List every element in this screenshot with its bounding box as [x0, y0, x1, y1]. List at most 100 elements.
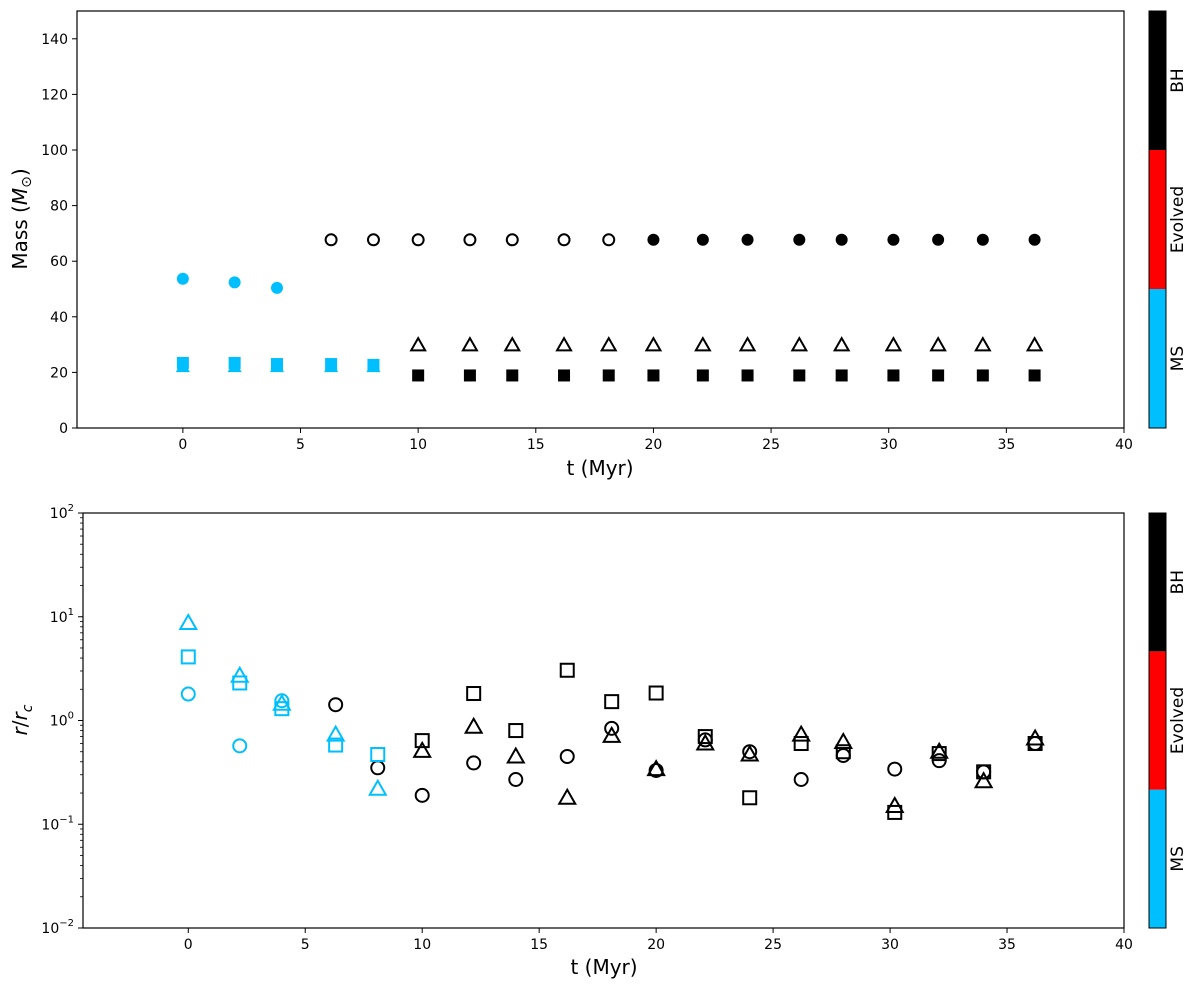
mass-y-tick-label: 0 [59, 421, 68, 437]
mass-y-tick-label: 120 [41, 87, 68, 103]
mass-square-point [228, 356, 241, 369]
radius-x-tick-label: 20 [647, 937, 665, 953]
mass-square-point [887, 369, 900, 382]
radius-square-point [931, 746, 947, 762]
radius-triangle-point [739, 744, 760, 762]
mass-square-point [176, 356, 189, 369]
radius-triangle-point [557, 787, 577, 805]
radius-circle-point [508, 771, 524, 787]
radius-square-point [1027, 736, 1043, 752]
radius-circle-point [232, 738, 248, 754]
mass-panel: 0 5 10 15 20 25 30 35 40 0 20 40 60 80 100 120 140 t (M… [8, 10, 1188, 480]
radius-square-point [328, 737, 344, 753]
mass-circle-point [366, 233, 380, 247]
radius-y-tick-label: 100 [50, 711, 74, 730]
radius-plot-frame [82, 512, 1125, 929]
radius-square-point [559, 662, 575, 678]
radius-y-tick-label: 101 [50, 607, 74, 626]
radius-circle-point [648, 762, 664, 778]
radius-triangle-point [463, 716, 484, 734]
radius-x-tick-label: 35 [998, 937, 1016, 953]
radius-triangle-point [178, 613, 198, 631]
mass-square-point [793, 369, 806, 382]
mass-y-tick-label: 20 [50, 365, 68, 381]
mass-x-tick-label: 40 [1115, 437, 1133, 453]
radius-square-point [793, 736, 809, 752]
mass-y-tick-label: 40 [50, 310, 68, 326]
radius-square-point [180, 649, 196, 665]
radius-x-tick-label: 0 [184, 937, 193, 953]
colorbar-label-bh: BH [1168, 570, 1188, 594]
mass-x-tick-label: 25 [762, 437, 780, 453]
mass-square-point [696, 369, 709, 382]
radius-x-tick-label: 5 [301, 937, 310, 953]
colorbar-frame [1148, 512, 1167, 929]
radius-y-tick-label: 102 [50, 503, 74, 522]
radius-triangle-point [973, 771, 994, 789]
radius-circle-point [370, 760, 386, 776]
radius-y-tick-label: 10−2 [41, 918, 74, 937]
radius-x-tick-label: 10 [413, 937, 431, 953]
mass-x-tick-label: 5 [296, 437, 305, 453]
radius-circle-point [887, 761, 903, 777]
mass-square-point [835, 369, 848, 382]
radius-square-point [466, 686, 482, 702]
radius-circle-point [328, 697, 344, 713]
mass-circle-point [557, 233, 571, 247]
radius-triangle-point [833, 732, 854, 750]
radius-triangle-point [368, 778, 388, 796]
mass-circle-point [602, 233, 616, 247]
mass-circle-point [741, 233, 754, 246]
colorbar-label-bh: BH [1168, 68, 1188, 92]
radius-triangle-point [325, 724, 346, 742]
radius-triangle-point [646, 759, 666, 777]
radius-circle-point [559, 748, 575, 764]
mass-square-point [463, 369, 476, 382]
radius-triangle-point [230, 665, 250, 683]
radius-circle-point [466, 755, 482, 771]
mass-x-tick-label: 20 [645, 437, 663, 453]
mass-triangle-point [1025, 336, 1044, 352]
mass-y-tick-label: 100 [41, 143, 68, 159]
mass-circle-point [411, 233, 425, 247]
colorbar-label-ms: MS [1168, 346, 1188, 371]
radius-circle-point [180, 686, 196, 702]
mass-square-point [412, 369, 425, 382]
radius-square-point [835, 744, 851, 760]
mass-triangle-point [974, 336, 992, 352]
radius-circle-point [414, 787, 430, 803]
radius-y-axis: 10−2 10−1 100 101 102 [41, 503, 83, 937]
radius-y-axis-label: r/rc [8, 704, 36, 735]
mass-square-point [270, 358, 283, 371]
colorbar-label-evolved: Evolved [1168, 186, 1188, 253]
mass-x-tick-label: 15 [527, 437, 545, 453]
radius-square-point [508, 723, 524, 739]
colorbar-segment-evolved [1149, 150, 1166, 289]
radius-square-point [697, 729, 713, 745]
mass-triangle-point [461, 336, 479, 352]
mass-triangle-point [884, 336, 903, 352]
mass-square-point [602, 369, 615, 382]
radius-triangle-point [601, 725, 622, 743]
colorbar-label-ms: MS [1168, 846, 1188, 871]
mass-y-axis: 0 20 40 60 80 100 120 140 [41, 32, 77, 437]
mass-triangle-point [644, 336, 663, 352]
radius-triangle-point [791, 724, 811, 742]
mass-square-point [325, 358, 338, 371]
mass-x-tick-label: 35 [997, 437, 1015, 453]
mass-circle-point [176, 272, 189, 285]
mass-y-tick-label: 60 [50, 254, 68, 270]
colorbar-label-evolved: Evolved [1168, 687, 1188, 754]
radius-y-tick-label: 10−1 [41, 814, 74, 833]
colorbar-segment-ms [1149, 289, 1166, 428]
mass-x-tick-label: 10 [409, 437, 427, 453]
mass-markers [175, 233, 1044, 382]
radius-x-tick-label: 15 [530, 937, 548, 953]
mass-circle-point [324, 233, 338, 247]
radius-triangle-point [412, 740, 432, 758]
mass-x-axis: 0 5 10 15 20 25 30 35 40 [178, 428, 1133, 453]
mass-circle-point [505, 233, 519, 247]
mass-y-tick-label: 80 [50, 199, 68, 215]
radius-square-point [887, 804, 903, 820]
